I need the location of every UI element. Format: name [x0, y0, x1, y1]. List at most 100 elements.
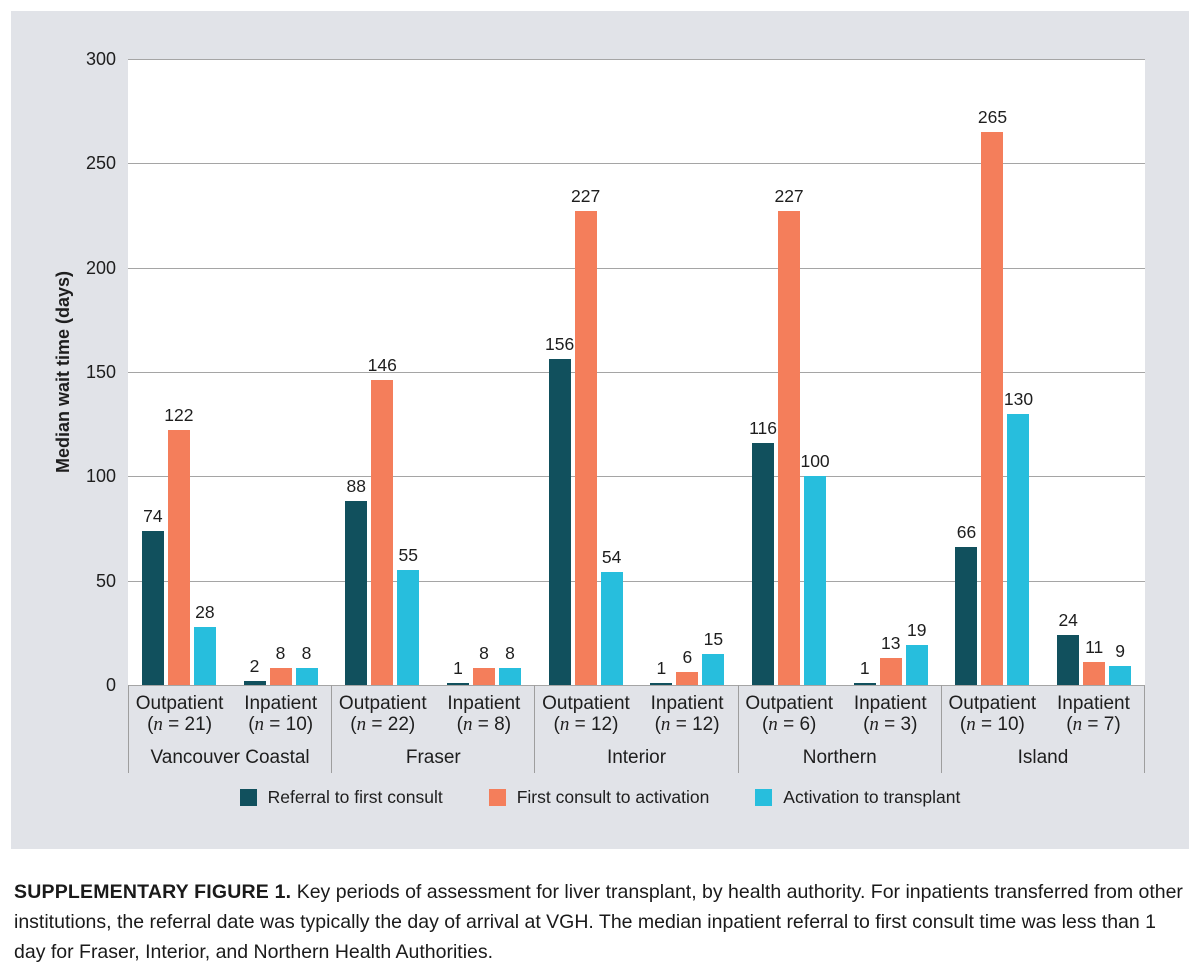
bar-activation-to-transplant — [397, 570, 420, 685]
gridline-300 — [128, 59, 1145, 60]
subgroup-label-inpatient: Inpatient (n = 7) — [1057, 693, 1130, 735]
bar-referral-to-first-consult — [1057, 634, 1080, 685]
bar-value-label: 130 — [1003, 388, 1034, 409]
bar-value-label: 74 — [143, 505, 163, 526]
bar-column: 8 — [472, 59, 495, 685]
bar-value-label: 156 — [545, 334, 575, 355]
bar-value-label: 66 — [956, 522, 977, 543]
bar-column: 9 — [1109, 59, 1132, 685]
gridline-100 — [128, 476, 1145, 478]
y-tick-label-100: 100 — [85, 466, 116, 487]
subgroup-label-outpatient: Outpatient (n = 6) — [745, 693, 833, 735]
figure-panel: Median wait time (days) 0 50 100 150 200 250 3… — [11, 11, 1189, 849]
bar-group-northern: 116 227 100 1 13 19 — [738, 59, 941, 685]
bar-value-label: 8 — [275, 643, 286, 664]
legend-label: Referral to first consult — [267, 787, 443, 807]
bar-activation-to-transplant — [498, 668, 521, 685]
bar-value-label: 19 — [907, 620, 927, 641]
bar-group-island: 66 265 130 24 11 9 — [942, 59, 1145, 685]
bar-activation-to-transplant — [600, 572, 623, 685]
bar-first-consult-to-activation — [269, 668, 292, 685]
bar-column: 15 — [702, 59, 725, 685]
bar-first-consult-to-activation — [879, 657, 902, 685]
y-axis-tick-labels: 0 50 100 150 200 250 300 — [11, 50, 116, 694]
subgroup-labels-row: Outpatient (n = 6) Inpatient (n = 3) — [739, 685, 941, 735]
legend-swatch-icon — [488, 789, 506, 806]
bar-value-label: 116 — [749, 417, 778, 438]
bar-column: 1 — [650, 59, 673, 685]
bar-value-label: 28 — [195, 601, 215, 622]
bar-value-label: 2 — [249, 655, 260, 676]
subgroup-label-inpatient: Inpatient (n = 12) — [650, 693, 724, 735]
bar-column: 1 — [446, 59, 469, 685]
bar-group-vancouver-coastal: 74 122 28 2 8 8 — [128, 59, 331, 685]
bar-activation-to-transplant — [1109, 666, 1132, 685]
bar-first-consult-to-activation — [371, 380, 394, 685]
bar-column: 28 — [193, 59, 216, 685]
bar-column: 2 — [243, 59, 266, 685]
category-axis: Outpatient (n = 21) Inpatient (n = 10) Vanco… — [128, 685, 1146, 773]
gridline-200 — [128, 267, 1145, 269]
bar-subgroup-outpatient: 88 146 55 — [331, 59, 433, 685]
bar-column: 227 — [571, 59, 600, 685]
bar-value-label: 1 — [859, 657, 870, 678]
bar-column: 66 — [955, 59, 978, 685]
group-label: Island — [1017, 747, 1069, 768]
bar-referral-to-first-consult — [345, 501, 368, 685]
bar-groups: 74 122 28 2 8 8 88 146 55 1 8 8 156 227 54 1 6 15 116 227 10… — [128, 59, 1145, 685]
bar-first-consult-to-activation — [1083, 662, 1106, 685]
bar-value-label: 227 — [774, 186, 804, 207]
bar-subgroup-outpatient: 66 265 130 — [942, 59, 1044, 685]
bar-referral-to-first-consult — [752, 442, 775, 685]
bar-value-label: 11 — [1085, 637, 1104, 658]
subgroup-label-outpatient: Outpatient (n = 12) — [542, 693, 630, 735]
figure-caption: SUPPLEMENTARY FIGURE 1. Key periods of a… — [14, 877, 1188, 967]
y-tick-label-300: 300 — [85, 49, 116, 69]
legend-item: First consult to activation — [488, 787, 710, 808]
legend-item: Activation to transplant — [755, 787, 960, 808]
bar-activation-to-transplant — [905, 645, 928, 685]
y-tick-label-250: 250 — [85, 153, 116, 174]
bar-value-label: 6 — [682, 647, 693, 668]
subgroup-label-inpatient: Inpatient (n = 8) — [447, 693, 521, 735]
bar-column: 100 — [800, 59, 830, 685]
bar-column: 19 — [905, 59, 928, 685]
bars-row: 88 146 55 — [331, 59, 433, 685]
bar-value-label: 265 — [977, 107, 1008, 128]
subgroup-label-inpatient: Inpatient (n = 3) — [853, 693, 927, 735]
bar-first-consult-to-activation — [778, 211, 801, 685]
bar-first-consult-to-activation — [472, 668, 495, 685]
axis-group-vancouver-coastal: Outpatient (n = 21) Inpatient (n = 10) Vanco… — [128, 685, 331, 773]
subgroup-label-inpatient: Inpatient (n = 10) — [244, 693, 318, 735]
bar-activation-to-transplant — [804, 476, 827, 685]
subgroup-label-outpatient: Outpatient (n = 22) — [338, 693, 427, 735]
bar-column: 8 — [269, 59, 292, 685]
gridline-150 — [128, 372, 1145, 373]
bar-column: 8 — [498, 59, 521, 685]
bar-subgroup-inpatient: 24 11 9 — [1043, 59, 1145, 685]
bars-row: 116 227 100 — [738, 59, 840, 685]
bar-column: 74 — [141, 59, 164, 685]
gridline-0 — [128, 685, 1145, 686]
bars-row: 66 265 130 — [942, 59, 1044, 685]
subgroup-label-outpatient: Outpatient (n = 21) — [135, 693, 224, 735]
bar-referral-to-first-consult — [243, 680, 266, 685]
bar-referral-to-first-consult — [548, 359, 571, 685]
legend-label: Activation to transplant — [783, 787, 961, 807]
bar-activation-to-transplant — [702, 653, 725, 685]
bar-subgroup-outpatient: 156 227 54 — [535, 59, 637, 685]
subgroup-label-outpatient: Outpatient (n = 10) — [948, 693, 1037, 735]
legend-swatch-icon — [239, 789, 257, 806]
axis-group-fraser: Outpatient (n = 22) Inpatient (n = 8) Fraser — [331, 685, 534, 773]
bar-subgroup-inpatient: 1 13 19 — [840, 59, 942, 685]
plot-area: 74 122 28 2 8 8 88 146 55 1 8 8 156 227 54 1 6 15 116 227 10… — [128, 59, 1145, 686]
legend-label: First consult to activation — [516, 787, 710, 807]
bar-column: 130 — [1004, 59, 1033, 685]
caption-lead: SUPPLEMENTARY FIGURE 1. — [14, 880, 292, 903]
bar-column: 88 — [345, 59, 368, 685]
subgroup-labels-row: Outpatient (n = 12) Inpatient (n = 12) — [535, 685, 737, 735]
subgroup-labels-row: Outpatient (n = 10) Inpatient (n = 7) — [942, 685, 1144, 735]
bar-value-label: 8 — [479, 643, 489, 664]
bar-column: 11 — [1083, 59, 1106, 685]
bar-group-fraser: 88 146 55 1 8 8 — [331, 59, 534, 685]
